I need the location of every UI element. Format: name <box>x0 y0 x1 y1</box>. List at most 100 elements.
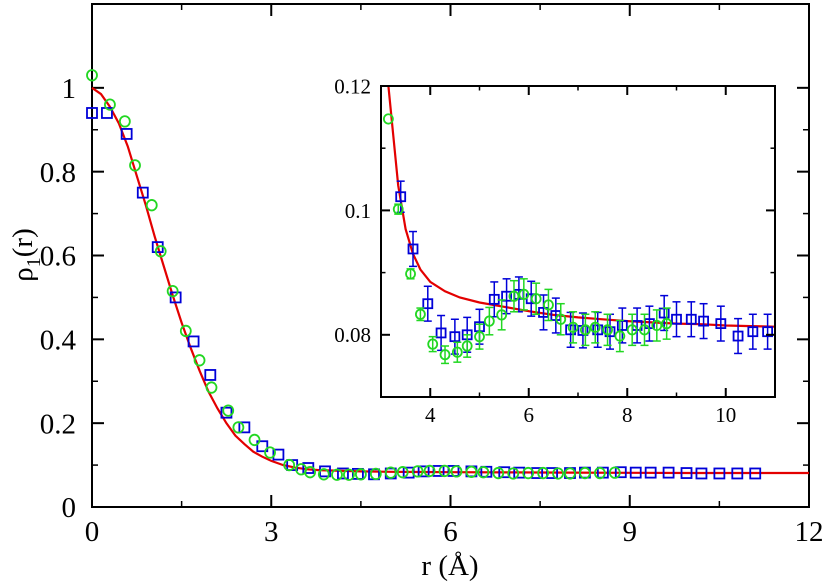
main-circle-point <box>222 404 235 417</box>
inset-circle-point <box>626 324 638 336</box>
main-square-point <box>136 186 149 199</box>
main-circle-point <box>396 466 409 479</box>
inset-xtick-label: 6 <box>524 403 535 427</box>
main-square-point <box>337 467 349 480</box>
inset-circle-point <box>579 324 591 336</box>
main-data-layer <box>86 69 809 481</box>
inset-circle-point <box>483 315 495 327</box>
main-circle-point <box>331 468 343 481</box>
main-square-point <box>662 466 675 479</box>
main-square-point <box>272 448 285 461</box>
main-circle-point <box>537 466 550 480</box>
main-circle-point <box>450 465 463 478</box>
main-ytick-label: 0.8 <box>40 157 76 189</box>
main-ytick-label: 0.4 <box>40 324 77 356</box>
main-circle-point <box>384 466 397 479</box>
inset-axis-ticks: 4 6 8 10 0.08 0.1 0.12 <box>334 74 775 427</box>
main-ytick-label: 0 <box>62 492 77 524</box>
main-circle-point <box>552 467 564 480</box>
inset-square-point <box>449 331 461 343</box>
main-square-point <box>204 369 217 381</box>
inset-square-point <box>565 324 577 336</box>
main-xtick-label: 12 <box>795 516 824 548</box>
inset-square-point <box>715 318 727 330</box>
inset-circle-point <box>639 324 650 336</box>
y-axis-label-main: ρ <box>7 267 39 281</box>
main-square-point <box>614 466 627 479</box>
inset-circle-point <box>451 346 463 358</box>
inset-square-point <box>422 298 434 310</box>
inset-circle-point <box>461 340 473 352</box>
main-circle-point <box>579 466 591 480</box>
main-circle-point <box>343 468 355 481</box>
main-circle-point <box>154 245 167 258</box>
inset-circle-point <box>602 324 613 336</box>
inset-square-point <box>671 313 682 325</box>
main-fit-curve <box>91 86 809 475</box>
inset-circle-point <box>518 288 530 300</box>
main-square-point <box>513 466 526 479</box>
main-circle-point <box>145 199 158 212</box>
main-square-point <box>417 465 430 478</box>
inset-circle-point <box>661 317 673 330</box>
main-circle-point <box>166 284 179 298</box>
inset-circle-point <box>474 331 485 343</box>
inset-circle-point <box>614 330 626 342</box>
inset-square-point <box>604 326 616 338</box>
inset-ytick-label: 0.08 <box>334 323 371 347</box>
main-xtick-label: 3 <box>264 516 279 548</box>
main-square-point <box>531 467 544 479</box>
main-ytick-label: 1 <box>62 73 77 105</box>
main-circle-point <box>411 465 424 478</box>
main-circle-point <box>465 465 478 478</box>
main-circle-point <box>608 466 621 479</box>
y-axis-label-tail: (r) <box>7 228 39 257</box>
main-circle-point <box>193 354 206 367</box>
main-square-point <box>169 291 182 304</box>
inset-xtick-label: 10 <box>715 403 736 427</box>
main-square-point <box>546 467 558 479</box>
inset-data-layer <box>382 85 776 365</box>
main-circle-point <box>205 381 218 394</box>
main-square-point <box>629 466 642 479</box>
main-circle-point <box>438 464 451 478</box>
inset-circle-point <box>439 349 451 361</box>
inset-square-point <box>685 313 697 325</box>
inset-circle-point <box>405 268 416 280</box>
main-square-point <box>120 128 133 140</box>
main-xtick-label: 9 <box>623 516 638 548</box>
main-square-point <box>644 466 657 479</box>
inset-square-point <box>732 330 744 342</box>
inset-circle-point <box>555 313 567 325</box>
main-square-point <box>432 465 445 477</box>
main-circle-point <box>264 446 276 459</box>
inset-square-point <box>407 243 419 255</box>
main-circle-point <box>179 324 192 338</box>
inset-circle-point <box>508 290 520 302</box>
main-square-point <box>220 406 233 419</box>
main-circle-point <box>304 466 316 479</box>
inset-ytick-label: 0.12 <box>334 74 371 98</box>
main-xtick-label: 0 <box>85 516 100 548</box>
inset-plot: 4 6 8 10 0.08 0.1 0.12 <box>334 74 776 427</box>
inset-circle-point <box>567 321 579 333</box>
inset-circle-point <box>651 319 663 332</box>
inset-square-point <box>501 290 512 302</box>
main-circle-point <box>477 466 490 479</box>
y-axis-label-subscript: 1 <box>23 257 45 267</box>
main-circle-point <box>283 458 296 472</box>
main-circle-point <box>354 468 367 481</box>
main-ytick-label: 0.2 <box>40 408 76 440</box>
inset-circle-point <box>530 293 542 305</box>
main-circle-point <box>492 466 505 480</box>
main-circle-point <box>104 98 116 111</box>
main-axis-ticks: 0 3 6 9 12 0 0.2 0.4 0.6 0.8 1 <box>40 4 824 548</box>
inset-xtick-label: 8 <box>622 403 633 427</box>
main-square-point <box>187 335 200 348</box>
inset-circle-point <box>496 309 508 321</box>
main-square-point <box>713 467 726 480</box>
main-circle-point <box>522 466 535 480</box>
